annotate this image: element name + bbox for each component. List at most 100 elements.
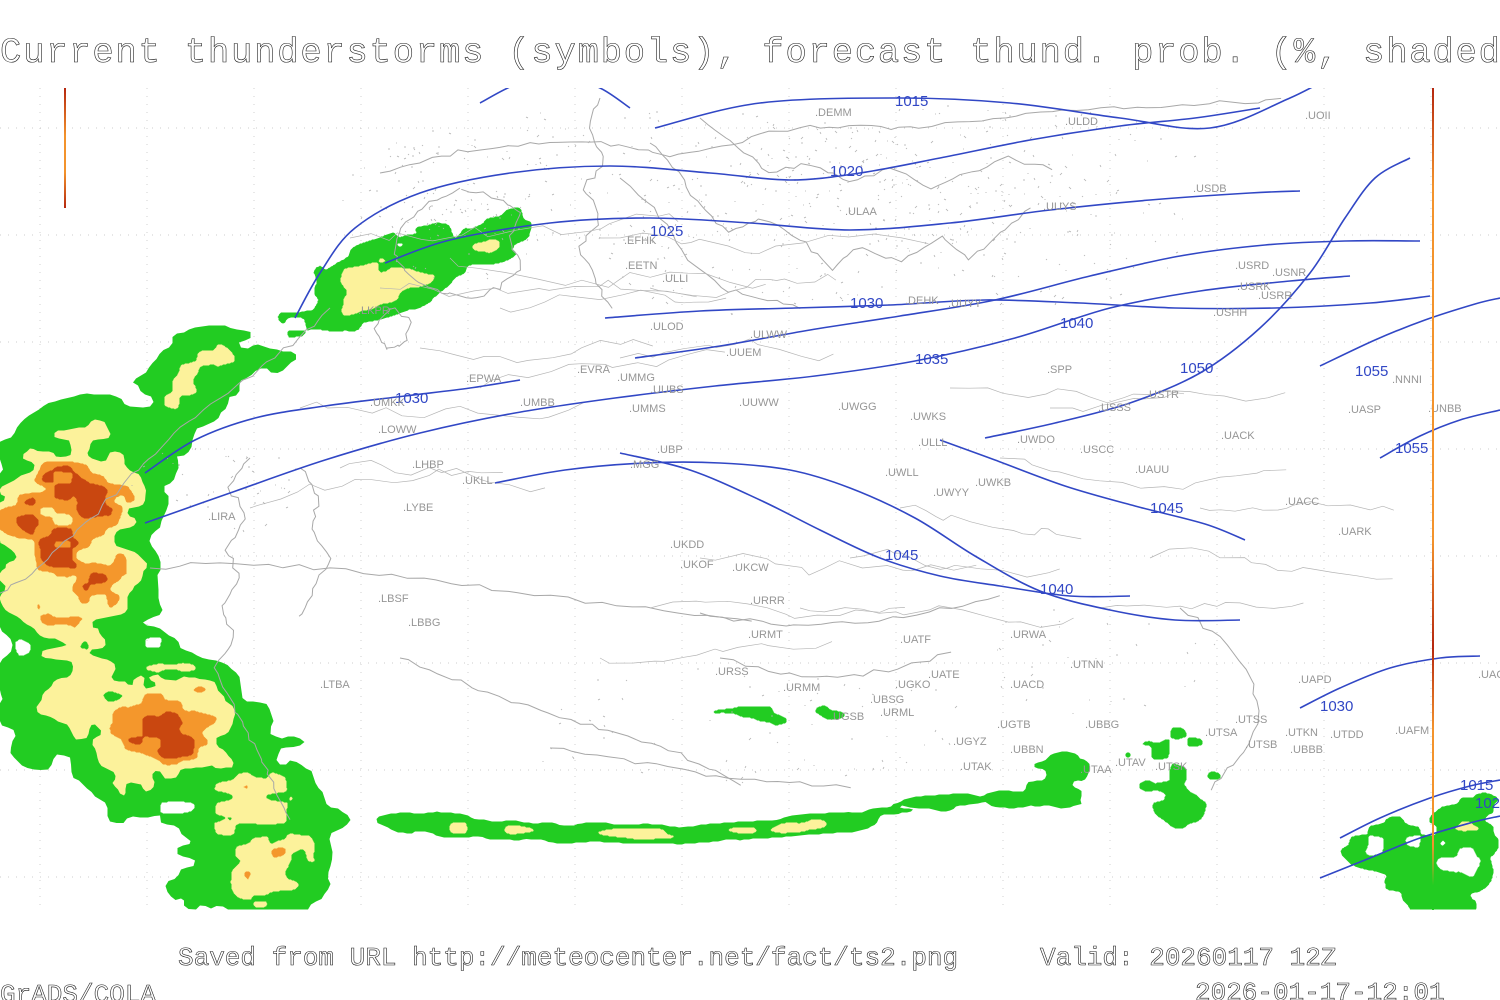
svg-text:.EFHK: .EFHK (624, 235, 657, 247)
svg-text:.ULOD: .ULOD (650, 321, 684, 333)
svg-text:.UWGG: .UWGG (838, 401, 877, 413)
svg-text:1020: 1020 (830, 163, 863, 180)
svg-text:.UTAK: .UTAK (960, 761, 992, 773)
svg-text:.UMBB: .UMBB (520, 397, 555, 409)
svg-text:.UWLL: .UWLL (885, 467, 919, 479)
svg-text:1030: 1030 (850, 295, 883, 312)
svg-text:.URWA: .URWA (1010, 629, 1047, 641)
svg-text:.UKDD: .UKDD (670, 539, 704, 551)
svg-text:.UWYY: .UWYY (933, 487, 970, 499)
svg-text:.UASP: .UASP (1348, 404, 1381, 416)
svg-text:.UARK: .UARK (1338, 526, 1372, 538)
svg-text:.URMM: .URMM (783, 682, 820, 694)
svg-text:.UKCW: .UKCW (732, 562, 769, 574)
svg-text:1020: 1020 (1475, 795, 1500, 812)
svg-text:.UMMG: .UMMG (617, 372, 655, 384)
svg-text:.LKPR: .LKPR (358, 305, 390, 317)
svg-text:.UBSG: .UBSG (870, 694, 904, 706)
svg-text:.UATE: .UATE (928, 669, 960, 681)
svg-text:1045: 1045 (1150, 500, 1183, 517)
svg-text:.URMT: .URMT (748, 629, 783, 641)
svg-text:.NNNI: .NNNI (1392, 374, 1422, 386)
svg-text:.LYBE: .LYBE (403, 502, 433, 514)
svg-text:.UKLL: .UKLL (462, 475, 493, 487)
svg-text:.UACC: .UACC (1285, 496, 1319, 508)
svg-text:.DEMM: .DEMM (815, 107, 852, 119)
svg-text:.USRR: .USRR (1258, 290, 1292, 302)
svg-text:.USSS: .USSS (1098, 402, 1131, 414)
svg-text:.LBSF: .LBSF (378, 593, 409, 605)
svg-text:.UBBG: .UBBG (1085, 719, 1119, 731)
svg-text:1045: 1045 (885, 547, 918, 564)
svg-text:.USCC: .USCC (1080, 444, 1114, 456)
svg-text:1040: 1040 (1060, 315, 1093, 332)
svg-text:.UAUU: .UAUU (1135, 464, 1169, 476)
svg-text:1015: 1015 (1460, 777, 1493, 794)
svg-text:.LTBA: .LTBA (320, 679, 350, 691)
svg-text:.LBBG: .LBBG (408, 617, 440, 629)
svg-text:.UWKB: .UWKB (975, 477, 1011, 489)
svg-text:.UTSK: .UTSK (1155, 761, 1188, 773)
svg-text:1055: 1055 (1355, 363, 1388, 380)
svg-text:.UWKS: .UWKS (910, 411, 946, 423)
svg-text:.UAPD: .UAPD (1298, 674, 1332, 686)
svg-text:.UGYZ: .UGYZ (953, 736, 987, 748)
svg-text:.UTAA: .UTAA (1080, 764, 1112, 776)
svg-text:.UTSA: .UTSA (1205, 727, 1238, 739)
svg-text:.UUWW: .UUWW (739, 397, 779, 409)
svg-text:.URRR: .URRR (750, 595, 785, 607)
svg-text:1030: 1030 (1320, 698, 1353, 715)
svg-text:.DEHK: .DEHK (905, 295, 939, 307)
svg-text:.UTNN: .UTNN (1070, 659, 1104, 671)
svg-text:.UTAV: .UTAV (1115, 757, 1146, 769)
svg-text:.ULLI: .ULLI (662, 273, 688, 285)
svg-text:.ULLL: .ULLL (918, 437, 947, 449)
svg-text:.UBBB: .UBBB (1290, 744, 1323, 756)
svg-text:.USNR: .USNR (1272, 267, 1306, 279)
svg-text:.UTDD: .UTDD (1330, 729, 1364, 741)
svg-text:.UGTB: .UGTB (997, 719, 1031, 731)
svg-text:.UWDO: .UWDO (1017, 434, 1055, 446)
svg-text:.MGG: .MGG (630, 459, 659, 471)
svg-text:.UMMS: .UMMS (629, 403, 666, 415)
svg-text:.UTSB: .UTSB (1245, 739, 1277, 751)
svg-text:.ULDD: .ULDD (1065, 116, 1098, 128)
svg-text:.ULWW: .ULWW (750, 329, 788, 341)
svg-text:.UTKN: .UTKN (1285, 727, 1318, 739)
svg-text:.EETN: .EETN (625, 260, 657, 272)
svg-text:.UACK: .UACK (1221, 430, 1255, 442)
svg-text:.UTSS: .UTSS (1235, 714, 1267, 726)
svg-text:1035: 1035 (915, 351, 948, 368)
svg-text:.UATF: .UATF (900, 634, 931, 646)
svg-text:1040: 1040 (1040, 581, 1073, 598)
svg-text:.UGSB: .UGSB (830, 711, 864, 723)
svg-text:.USHH: .USHH (1213, 307, 1247, 319)
svg-text:.LOWW: .LOWW (378, 424, 417, 436)
svg-text:.UAFM: .UAFM (1395, 725, 1429, 737)
svg-text:1055: 1055 (1395, 440, 1428, 457)
svg-text:.LHBP: .LHBP (412, 459, 444, 471)
svg-text:.UGKO: .UGKO (895, 679, 931, 691)
svg-text:.UACT: .UACT (1478, 669, 1500, 681)
svg-text:.SPP: .SPP (1047, 364, 1072, 376)
svg-text:.UACD: .UACD (1010, 679, 1044, 691)
svg-text:.ULAA: .ULAA (845, 206, 877, 218)
svg-text:.UBBN: .UBBN (1010, 744, 1044, 756)
svg-text:.UUBS: .UUBS (650, 384, 684, 396)
svg-text:.UUYY: .UUYY (948, 298, 982, 310)
svg-text:1050: 1050 (1180, 360, 1213, 377)
svg-text:1015: 1015 (895, 93, 928, 110)
svg-text:.URSS: .URSS (715, 666, 749, 678)
svg-text:.UUEM: .UUEM (726, 347, 761, 359)
svg-text:.UBP: .UBP (657, 444, 683, 456)
svg-text:.EVRA: .EVRA (577, 364, 611, 376)
svg-text:.UUYS: .UUYS (1043, 201, 1077, 213)
svg-text:.UKOF: .UKOF (680, 559, 714, 571)
svg-text:.EPWA: .EPWA (466, 373, 502, 385)
svg-text:.USTR: .USTR (1146, 389, 1179, 401)
svg-text:.USDB: .USDB (1193, 183, 1227, 195)
svg-text:.LIRA: .LIRA (208, 511, 236, 523)
svg-text:.UOII: .UOII (1305, 110, 1331, 122)
svg-text:.USRD: .USRD (1235, 260, 1269, 272)
svg-text:.URML: .URML (880, 707, 914, 719)
